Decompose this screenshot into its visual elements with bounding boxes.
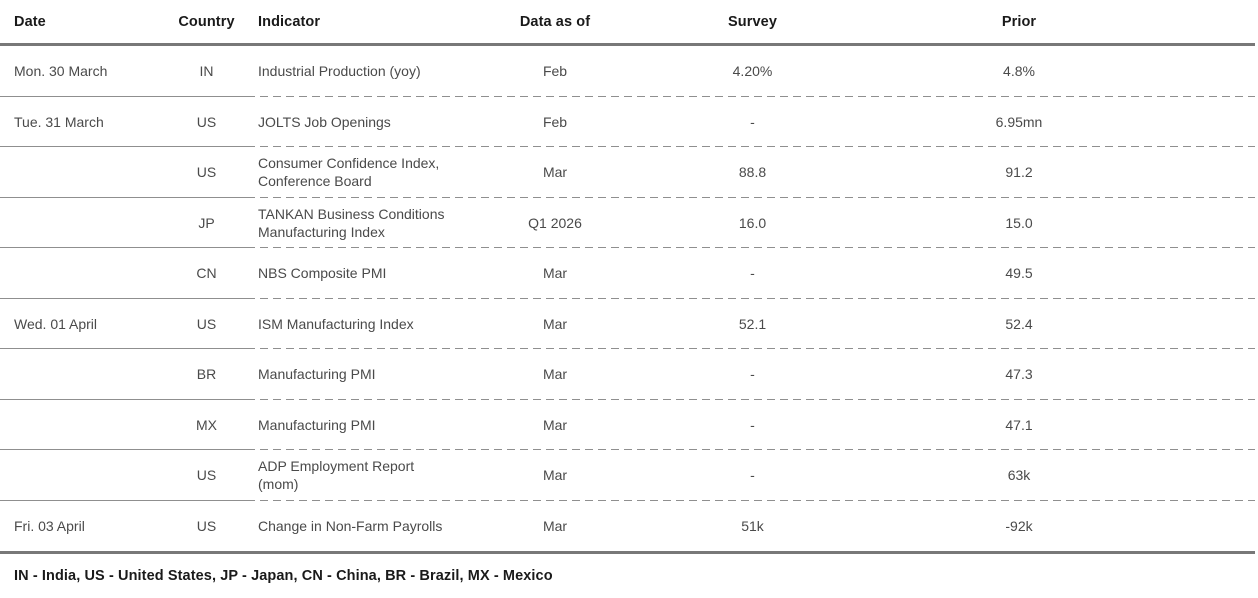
cell-country: IN <box>199 63 214 80</box>
cell-prior: 47.3 <box>1005 366 1033 383</box>
cell-indicator: Consumer Confidence Index, Conference Bo… <box>258 155 440 190</box>
cell-date: Fri. 03 April <box>14 517 85 534</box>
cell-data-as-of: Mar <box>542 517 568 534</box>
table-header-row: Date Country Indicator Data as of Survey… <box>0 0 1258 43</box>
cell-date <box>0 349 160 400</box>
table-footer: IN - India, US - United States, JP - Jap… <box>0 554 1258 585</box>
cell-prior: 52.4 <box>1005 315 1033 332</box>
cell-data-as-of: Q1 2026 <box>528 214 582 231</box>
cell-country: JP <box>198 214 215 231</box>
table-body: Mon. 30 March IN Industrial Production (… <box>0 46 1258 551</box>
cell-country: US <box>196 113 217 130</box>
cell-indicator: Industrial Production (yoy) <box>258 63 421 80</box>
table-row: Tue. 31 March US JOLTS Job Openings Feb … <box>0 97 1258 148</box>
cell-filler <box>1138 97 1258 148</box>
cell-date: Tue. 31 March <box>14 113 104 130</box>
table-row: BR Manufacturing PMI Mar - 47.3 <box>0 349 1258 400</box>
cell-filler <box>1138 349 1258 400</box>
cell-filler <box>1138 299 1258 350</box>
table-row: JP TANKAN Business Conditions Manufactur… <box>0 198 1258 249</box>
column-header-data-as-of: Data as of <box>519 13 591 30</box>
cell-indicator: Manufacturing PMI <box>258 366 376 383</box>
column-header-survey: Survey <box>728 13 777 30</box>
cell-indicator: JOLTS Job Openings <box>258 113 391 130</box>
cell-data-as-of: Feb <box>542 63 568 80</box>
cell-prior: 4.8% <box>1003 63 1035 80</box>
column-header-indicator: Indicator <box>258 13 321 30</box>
cell-indicator: NBS Composite PMI <box>258 265 387 282</box>
cell-country: US <box>196 517 217 534</box>
cell-date: Wed. 01 April <box>14 315 98 332</box>
cell-data-as-of: Mar <box>542 164 568 181</box>
economic-calendar-table: Date Country Indicator Data as of Survey… <box>0 0 1258 585</box>
cell-prior: 63k <box>1007 467 1031 484</box>
column-header-prior: Prior <box>1001 13 1037 30</box>
table-row: Mon. 30 March IN Industrial Production (… <box>0 46 1258 97</box>
cell-country: MX <box>196 416 217 433</box>
header-rule <box>0 43 1255 46</box>
cell-filler <box>1138 400 1258 451</box>
cell-survey: 4.20% <box>732 63 773 80</box>
cell-filler <box>1138 147 1258 198</box>
cell-indicator: ADP Employment Report (mom) <box>258 458 415 493</box>
table-row: US Consumer Confidence Index, Conference… <box>0 147 1258 198</box>
cell-prior: 49.5 <box>1005 265 1033 282</box>
cell-date <box>0 450 160 501</box>
cell-survey: 52.1 <box>738 315 767 332</box>
cell-survey: 51k <box>741 517 764 534</box>
cell-indicator: ISM Manufacturing Index <box>258 315 414 332</box>
cell-prior: 47.1 <box>1005 416 1033 433</box>
cell-country: BR <box>196 366 217 383</box>
cell-survey: 16.0 <box>738 214 767 231</box>
cell-prior: -92k <box>1005 517 1033 534</box>
cell-prior: 6.95mn <box>995 113 1043 130</box>
cell-date <box>0 400 160 451</box>
cell-indicator: Change in Non-Farm Payrolls <box>258 517 443 534</box>
country-code-legend: IN - India, US - United States, JP - Jap… <box>14 568 553 584</box>
cell-data-as-of: Mar <box>542 265 568 282</box>
cell-survey: - <box>750 467 755 484</box>
footer-rule <box>0 551 1255 554</box>
cell-filler <box>1138 46 1258 97</box>
cell-country: US <box>196 467 217 484</box>
column-header-date: Date <box>14 13 46 30</box>
cell-data-as-of: Feb <box>542 113 568 130</box>
cell-indicator: TANKAN Business Conditions Manufacturing… <box>258 205 445 240</box>
cell-country: US <box>196 164 217 181</box>
cell-prior: 91.2 <box>1005 164 1033 181</box>
cell-date <box>0 147 160 198</box>
column-header-country: Country <box>178 13 235 30</box>
table-row: US ADP Employment Report (mom) Mar - 63k <box>0 450 1258 501</box>
table-row: CN NBS Composite PMI Mar - 49.5 <box>0 248 1258 299</box>
cell-date <box>0 248 160 299</box>
table-row: Wed. 01 April US ISM Manufacturing Index… <box>0 299 1258 350</box>
cell-survey: - <box>750 265 755 282</box>
cell-country: US <box>196 315 217 332</box>
cell-data-as-of: Mar <box>542 366 568 383</box>
cell-filler <box>1138 450 1258 501</box>
cell-date: Mon. 30 March <box>14 63 108 80</box>
cell-filler <box>1138 501 1258 552</box>
cell-country: CN <box>196 265 217 282</box>
table-row: Fri. 03 April US Change in Non-Farm Payr… <box>0 501 1258 552</box>
cell-data-as-of: Mar <box>542 467 568 484</box>
cell-survey: 88.8 <box>738 164 767 181</box>
cell-data-as-of: Mar <box>542 416 568 433</box>
cell-survey: - <box>750 113 755 130</box>
table-row: MX Manufacturing PMI Mar - 47.1 <box>0 400 1258 451</box>
cell-filler <box>1138 248 1258 299</box>
cell-date <box>0 198 160 249</box>
column-header-filler <box>1138 0 1258 43</box>
cell-prior: 15.0 <box>1005 214 1033 231</box>
cell-indicator: Manufacturing PMI <box>258 416 376 433</box>
cell-filler <box>1138 198 1258 249</box>
cell-survey: - <box>750 366 755 383</box>
cell-data-as-of: Mar <box>542 315 568 332</box>
cell-survey: - <box>750 416 755 433</box>
